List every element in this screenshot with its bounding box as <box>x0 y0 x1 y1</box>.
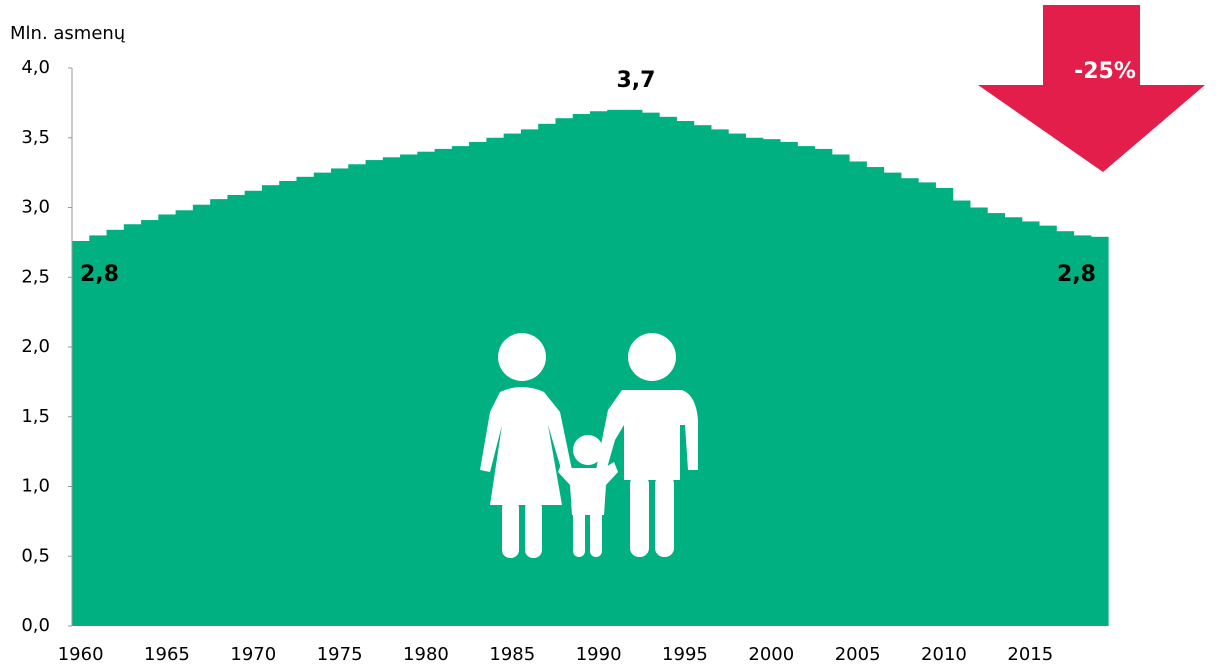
x-tick-label: 2010 <box>921 644 967 665</box>
bar <box>779 141 798 626</box>
annotation: -25% <box>1074 59 1136 84</box>
x-tick-label: 1975 <box>317 644 363 665</box>
bar <box>244 190 263 626</box>
bar <box>555 118 574 626</box>
bar <box>1090 236 1109 627</box>
x-tick-label: 1985 <box>489 644 535 665</box>
arrow <box>978 5 1205 172</box>
bar <box>417 151 436 626</box>
y-tick-label: 1,0 <box>21 476 50 497</box>
bar <box>935 187 954 626</box>
bar <box>1021 221 1040 626</box>
bar <box>814 148 833 626</box>
x-tick-label: 2015 <box>1007 644 1053 665</box>
y-tick-label: 0,0 <box>21 615 50 636</box>
annotation: 2,8 <box>1057 262 1096 287</box>
bar <box>969 207 988 626</box>
y-tick-label: 2,0 <box>21 336 50 357</box>
y-axis-title: Mln. asmenų <box>10 23 126 44</box>
bar <box>158 214 177 626</box>
bar <box>72 240 90 627</box>
bar <box>710 129 729 626</box>
bar <box>676 121 695 626</box>
bar <box>192 204 211 626</box>
bar <box>1073 235 1092 626</box>
bar <box>1038 225 1057 626</box>
bar <box>693 125 712 626</box>
bar <box>866 167 885 627</box>
bar <box>400 154 418 627</box>
y-tick-label: 1,5 <box>21 406 50 427</box>
bar <box>883 172 902 626</box>
bar <box>313 172 332 626</box>
bar <box>918 182 936 626</box>
bar <box>261 185 280 626</box>
x-tick-label: 1965 <box>144 644 190 665</box>
annotation: 2,8 <box>80 262 119 287</box>
x-tick-label: 1970 <box>230 644 276 665</box>
x-tick-label: 1995 <box>662 644 708 665</box>
bar <box>365 160 384 626</box>
y-tick-label: 4,0 <box>21 57 50 78</box>
bar <box>469 141 487 626</box>
bar <box>141 220 159 626</box>
bar <box>331 168 349 626</box>
bar <box>434 148 453 626</box>
bar <box>728 133 746 626</box>
x-tick-label: 1980 <box>403 644 449 665</box>
y-tick-label: 3,0 <box>21 197 50 218</box>
bar <box>296 176 315 626</box>
bar <box>762 139 781 626</box>
bar <box>348 164 367 626</box>
y-tick-label: 2,5 <box>21 266 50 287</box>
bar <box>797 146 816 626</box>
bar <box>175 210 194 627</box>
x-tick-label: 1990 <box>576 644 622 665</box>
x-tick-label: 1960 <box>58 644 104 665</box>
bar <box>849 161 867 626</box>
bar <box>1004 217 1023 626</box>
bar <box>831 154 850 627</box>
bar <box>106 229 125 626</box>
bar <box>279 180 298 626</box>
bar <box>987 213 1005 626</box>
bar <box>952 200 971 626</box>
bar <box>607 109 626 627</box>
bar <box>745 137 764 626</box>
bar <box>123 224 142 627</box>
bar <box>382 157 401 626</box>
bar <box>227 194 246 626</box>
y-tick-label: 0,5 <box>21 545 50 566</box>
bar <box>451 146 470 626</box>
bar <box>210 199 228 626</box>
annotation: 3,7 <box>617 68 656 93</box>
bar <box>89 235 108 626</box>
bars <box>72 109 1109 627</box>
x-tick-label: 2005 <box>835 644 881 665</box>
y-tick-label: 3,5 <box>21 127 50 148</box>
family-icon <box>480 333 698 558</box>
x-tick-label: 2000 <box>748 644 794 665</box>
bar <box>486 137 505 626</box>
bar <box>1056 231 1075 626</box>
bar <box>900 178 919 626</box>
